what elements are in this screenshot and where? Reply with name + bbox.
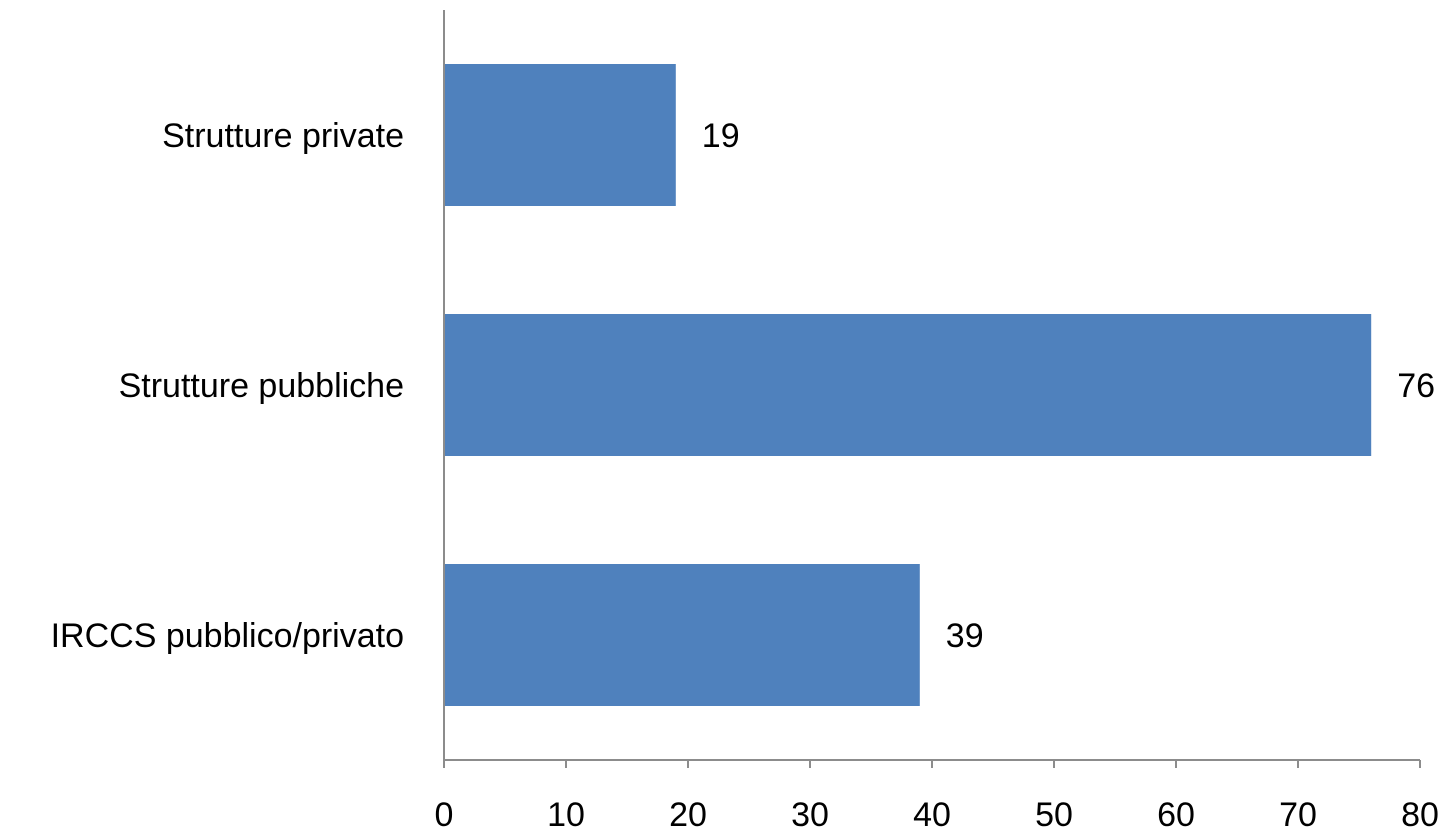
x-tick-label-6: 60 [1157,796,1195,832]
x-tick-label-0: 0 [435,796,454,832]
bar-0 [444,64,676,206]
category-label-1: Strutture pubbliche [119,367,404,405]
bar-1 [444,314,1372,456]
x-tick-label-3: 30 [791,796,829,832]
x-tick-label-5: 50 [1035,796,1073,832]
bars-layer [444,64,1372,706]
x-tick-label-2: 20 [669,796,707,832]
category-label-0: Strutture private [162,117,404,155]
x-tick-label-7: 70 [1279,796,1317,832]
bar-2 [444,564,920,706]
x-ticks-layer: 0 10 20 30 40 50 60 70 80 [435,760,1439,832]
x-tick-label-4: 40 [913,796,951,832]
x-tick-label-8: 80 [1401,796,1439,832]
labels-layer: Strutture private 19 Strutture pubbliche 76… [51,117,1435,655]
data-label-1: 76 [1397,367,1435,405]
category-label-2: IRCCS pubblico/privato [51,617,404,655]
data-label-0: 19 [702,117,740,155]
data-label-2: 39 [946,617,984,655]
x-tick-label-1: 10 [547,796,585,832]
